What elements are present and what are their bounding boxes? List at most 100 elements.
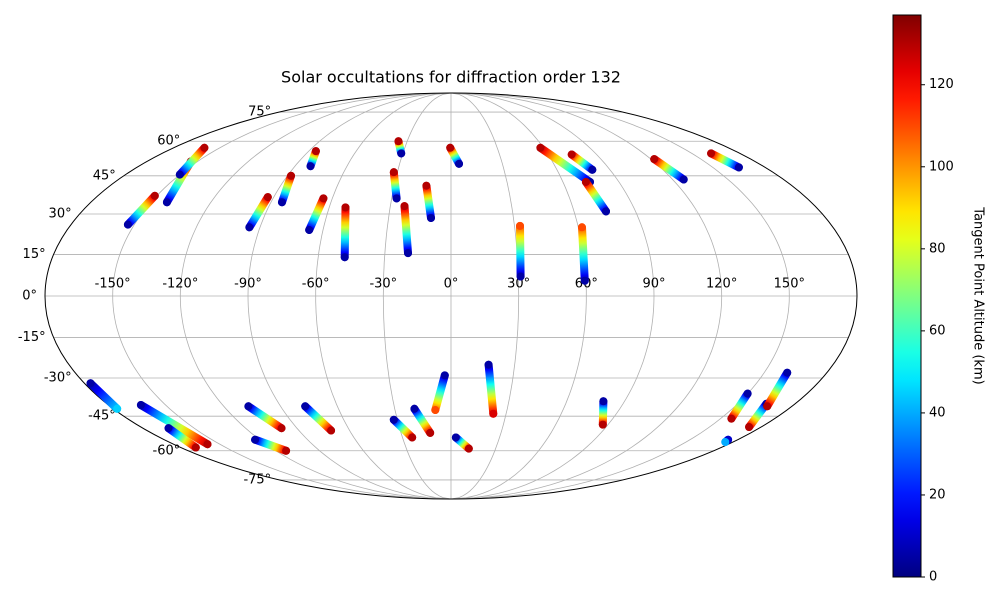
lat-tick-label: 45° bbox=[93, 168, 116, 183]
track-point bbox=[287, 171, 296, 180]
chart-title: Solar occultations for diffraction order… bbox=[281, 68, 621, 87]
track bbox=[422, 181, 435, 222]
track-point bbox=[727, 414, 736, 423]
track bbox=[536, 143, 594, 186]
track bbox=[123, 191, 159, 229]
lon-tick-label: -30° bbox=[369, 277, 397, 292]
track-point bbox=[203, 440, 212, 449]
lat-tick-label: -75° bbox=[243, 472, 271, 487]
track-point bbox=[464, 444, 473, 453]
colorbar-tick-label: 20 bbox=[929, 487, 946, 502]
lat-tick-label: 0° bbox=[22, 289, 37, 304]
track-point bbox=[707, 149, 716, 158]
track-point bbox=[389, 168, 398, 177]
grid-line bbox=[450, 92, 520, 500]
grid-line bbox=[382, 92, 452, 500]
lon-tick-label: 0° bbox=[444, 277, 459, 292]
track-point bbox=[319, 194, 328, 203]
track bbox=[389, 168, 401, 203]
track bbox=[301, 402, 336, 435]
track-point bbox=[783, 368, 792, 377]
track-point bbox=[400, 202, 409, 211]
grid-line bbox=[450, 92, 790, 500]
lon-tick-label: -60° bbox=[302, 277, 330, 292]
track-point bbox=[175, 170, 184, 179]
track-point bbox=[136, 401, 145, 410]
track-point bbox=[410, 404, 419, 413]
track-point bbox=[567, 150, 576, 159]
track bbox=[567, 150, 597, 174]
lon-tick-label: 30° bbox=[507, 277, 530, 292]
track-point bbox=[282, 446, 291, 455]
lat-tick-label: 60° bbox=[157, 134, 180, 149]
track-point bbox=[427, 213, 436, 222]
lat-tick-label: -15° bbox=[18, 330, 46, 345]
track-point bbox=[162, 198, 171, 207]
track-point bbox=[598, 420, 607, 429]
track-point bbox=[150, 191, 159, 200]
track bbox=[244, 402, 286, 433]
track-point bbox=[397, 149, 406, 158]
grid-line bbox=[450, 92, 723, 500]
grid-line bbox=[450, 92, 655, 500]
track bbox=[389, 415, 417, 442]
colorbar-tick-label: 100 bbox=[929, 159, 954, 174]
track-point bbox=[455, 159, 464, 168]
track-point bbox=[440, 371, 449, 380]
track-point bbox=[113, 404, 122, 413]
track-point bbox=[426, 428, 435, 437]
track-point bbox=[277, 424, 286, 433]
lon-tick-label: -120° bbox=[162, 277, 198, 292]
lat-tick-label: -30° bbox=[44, 371, 72, 386]
lon-tick-label: 150° bbox=[774, 277, 805, 292]
track-point bbox=[516, 221, 525, 230]
colorbar-tick-label: 120 bbox=[929, 77, 954, 92]
track-point bbox=[743, 389, 752, 398]
track-point bbox=[244, 402, 253, 411]
track-point bbox=[191, 443, 200, 452]
track bbox=[251, 435, 291, 455]
grid-line bbox=[315, 92, 452, 500]
track-point bbox=[451, 433, 460, 442]
track-point bbox=[536, 143, 545, 152]
track-point bbox=[431, 406, 440, 415]
track-point bbox=[301, 402, 310, 411]
track bbox=[410, 404, 435, 437]
track bbox=[516, 221, 525, 281]
grid-line bbox=[247, 92, 452, 500]
track-point bbox=[404, 249, 413, 258]
track-point bbox=[446, 143, 455, 152]
track-point bbox=[394, 137, 403, 146]
colorbar-tick-label: 80 bbox=[929, 241, 946, 256]
track bbox=[175, 143, 209, 179]
track-point bbox=[745, 423, 754, 432]
track-point bbox=[86, 379, 95, 388]
colorbar-label: Tangent Point Altitude (km) bbox=[971, 206, 986, 384]
track bbox=[278, 171, 295, 207]
track bbox=[484, 360, 498, 418]
lon-tick-label: -150° bbox=[95, 277, 131, 292]
track bbox=[400, 202, 412, 258]
map-boundary bbox=[44, 92, 858, 500]
track bbox=[340, 203, 350, 262]
track-point bbox=[581, 177, 590, 186]
track-point bbox=[164, 424, 173, 433]
track-point bbox=[763, 402, 772, 411]
track-point bbox=[721, 437, 730, 446]
track-point bbox=[311, 147, 320, 156]
track-point bbox=[200, 143, 209, 152]
track-point bbox=[251, 435, 260, 444]
track-point bbox=[577, 223, 586, 232]
colorbar-tick-label: 60 bbox=[929, 323, 946, 338]
lat-tick-label: 75° bbox=[248, 105, 271, 120]
lon-tick-label: 90° bbox=[642, 277, 665, 292]
track bbox=[763, 368, 792, 411]
lon-tick-label: -90° bbox=[234, 277, 262, 292]
lat-tick-label: 15° bbox=[23, 247, 46, 262]
track bbox=[136, 401, 212, 449]
grid-line bbox=[450, 92, 587, 500]
track-point bbox=[263, 193, 272, 202]
track-point bbox=[588, 165, 597, 174]
lat-tick-label: -60° bbox=[153, 443, 181, 458]
